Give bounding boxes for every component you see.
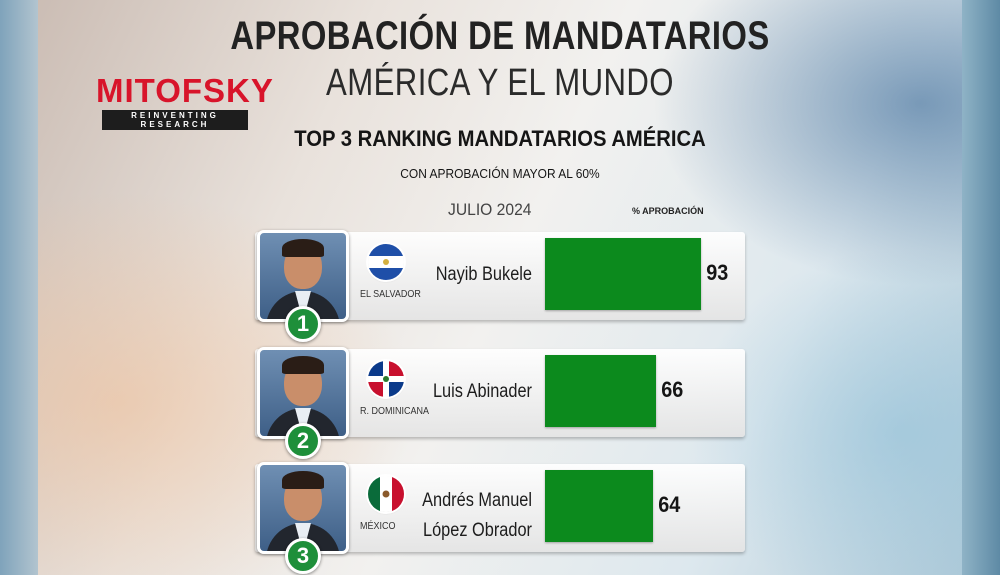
leader-name-line-1: Nayib Bukele xyxy=(435,264,532,285)
approval-bar xyxy=(545,238,701,310)
period-label: JULIO 2024 xyxy=(448,200,532,219)
logo-wordmark: MITOFSKY xyxy=(96,72,274,109)
approval-value: 93 xyxy=(706,260,729,285)
photo-part xyxy=(282,239,324,257)
country-label: EL SALVADOR xyxy=(360,289,421,300)
leader-name-line-1: Andrés Manuel xyxy=(422,490,532,511)
rank-badge: 2 xyxy=(285,423,321,459)
chart-subtitle: CON APROBACIÓN MAYOR AL 60% xyxy=(400,166,600,181)
leader-name-line-2: López Obrador xyxy=(422,520,532,541)
rank-badge: 1 xyxy=(285,306,321,342)
mitofsky-logo: MITOFSKY REINVENTING RESEARCH xyxy=(96,72,274,130)
leader-name: Nayib Bukele xyxy=(369,260,532,290)
headline-line-2: AMÉRICA Y EL MUNDO xyxy=(326,62,674,104)
photo-part xyxy=(282,356,324,374)
mexico-flag-icon xyxy=(368,476,404,512)
country-label: R. DOMINICANA xyxy=(360,406,430,417)
right-background-band xyxy=(962,0,1000,575)
logo-tagline: REINVENTING RESEARCH xyxy=(102,110,248,130)
leader-name: Andrés Manuel López Obrador xyxy=(369,486,532,546)
country-label: MÉXICO xyxy=(360,521,396,532)
approval-value: 66 xyxy=(661,377,684,402)
rank-badge: 3 xyxy=(285,538,321,574)
photo-part xyxy=(282,471,324,489)
approval-value: 64 xyxy=(658,492,681,517)
approval-bar xyxy=(545,355,656,427)
chart-title: TOP 3 RANKING MANDATARIOS AMÉRICA xyxy=(294,126,706,151)
leader-name: Luis Abinader xyxy=(369,377,532,407)
approval-bar xyxy=(545,470,653,542)
left-background-band xyxy=(0,0,38,575)
dominican-republic-flag-icon xyxy=(368,361,404,397)
el-salvador-flag-icon xyxy=(368,244,404,280)
headline-line-1: APROBACIÓN DE MANDATARIOS xyxy=(230,14,770,58)
leader-name-line-1: Luis Abinader xyxy=(432,381,532,402)
value-column-header: % APROBACIÓN xyxy=(632,206,704,216)
